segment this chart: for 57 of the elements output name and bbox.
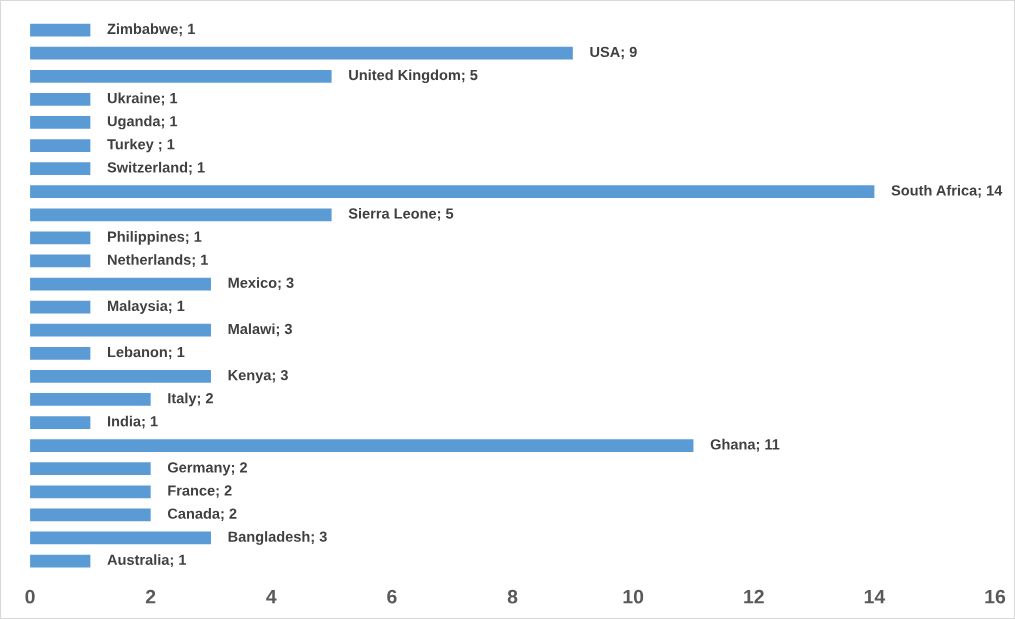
bar: [30, 254, 91, 268]
bar: [30, 162, 91, 175]
data-label: Australia; 1: [107, 554, 187, 568]
bar: [30, 93, 91, 106]
data-label: Mexico; 3: [228, 277, 294, 291]
data-label: Switzerland; 1: [107, 161, 205, 175]
data-label: United Kingdom; 5: [349, 69, 478, 84]
data-label: Lebanon; 1: [108, 346, 185, 360]
data-label: Ukraine; 1: [107, 92, 178, 106]
bar: [30, 277, 211, 291]
data-label: Italy; 2: [168, 392, 213, 407]
x-tick-label: 16: [985, 589, 1006, 604]
data-label: USA; 9: [590, 46, 637, 60]
bar: [30, 116, 91, 129]
bar: [30, 46, 573, 60]
x-tick-label: 0: [25, 589, 35, 604]
bar: [30, 462, 151, 476]
data-label: Sierra Leone; 5: [348, 207, 454, 221]
bar: [30, 508, 151, 522]
x-tick-label: 2: [145, 589, 156, 604]
data-label: India; 1: [108, 415, 158, 429]
bar: [30, 69, 332, 83]
bar: [30, 416, 91, 429]
x-tick-label: 6: [387, 589, 397, 604]
bar: [30, 323, 211, 337]
x-tick-label: 14: [864, 589, 886, 604]
bar: [30, 485, 151, 499]
x-tick-label: 12: [744, 589, 764, 604]
data-label: Uganda; 1: [107, 115, 178, 130]
bar: [30, 185, 875, 199]
data-label: Canada; 2: [167, 508, 237, 521]
bar: [30, 346, 91, 360]
data-label: Bangladesh; 3: [228, 531, 327, 545]
bar: [30, 300, 91, 314]
data-label: Zimbabwe; 1: [107, 23, 195, 37]
bar: [30, 531, 211, 545]
data-label: Turkey ; 1: [107, 138, 175, 153]
data-label: Malaysia; 1: [108, 300, 185, 314]
bar: [30, 23, 91, 37]
x-tick-label: 10: [623, 589, 644, 604]
data-label: Germany; 2: [167, 462, 247, 476]
data-label: South Africa; 14: [891, 184, 1003, 198]
x-tick-label: 8: [507, 589, 518, 604]
bar: [30, 393, 151, 406]
data-label: Netherlands; 1: [108, 254, 208, 267]
x-tick-label: 4: [266, 589, 277, 604]
data-label: Kenya; 3: [228, 369, 288, 384]
data-label: Philippines; 1: [108, 231, 202, 245]
bar: [30, 139, 91, 152]
data-label: Ghana; 11: [710, 438, 780, 452]
bar: [30, 370, 211, 383]
bar: [30, 439, 694, 452]
data-label: Malawi; 3: [228, 323, 292, 337]
bar: [30, 208, 332, 222]
bar: [30, 231, 91, 245]
bar: [30, 554, 91, 568]
data-label: France; 2: [168, 485, 232, 498]
